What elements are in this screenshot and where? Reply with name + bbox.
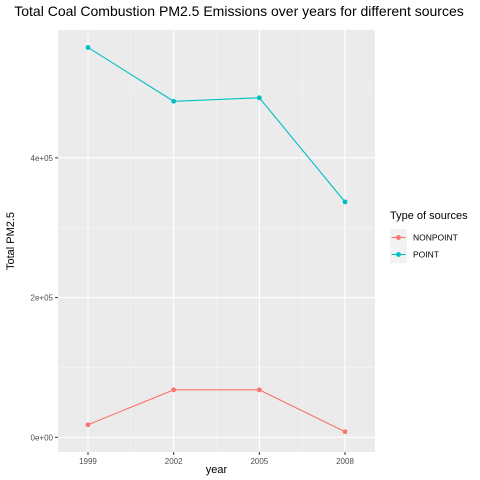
legend-key-point-point [396, 252, 401, 257]
x-tick-label: 2008 [336, 457, 354, 466]
legend-items: NONPOINT POINT [390, 229, 458, 263]
legend-key-point-nonpoint [396, 235, 401, 240]
x-tick-label: 2005 [250, 457, 268, 466]
data-point-nonpoint [85, 422, 91, 428]
x-axis-title: year [206, 464, 228, 476]
series-layer [85, 45, 348, 435]
legend-label-point: POINT [413, 250, 439, 260]
y-axis: 0e+00 2e+05 4e+05 [31, 154, 58, 442]
y-axis-title: Total PM2.5 [5, 212, 17, 270]
grid-minor [58, 30, 375, 452]
data-point-nonpoint [256, 387, 262, 393]
y-tick-label: 4e+05 [31, 154, 54, 163]
legend: Type of sources NONPOINT POINT [390, 210, 468, 263]
chart-title: Total Coal Combustion PM2.5 Emissions ov… [14, 3, 464, 19]
x-tick-label: 1999 [79, 457, 97, 466]
series-line-point [87, 47, 346, 203]
data-point-nonpoint [171, 387, 177, 393]
y-tick-label: 2e+05 [31, 294, 54, 303]
data-point-point [342, 199, 348, 205]
data-point-point [171, 98, 177, 104]
x-axis: 1999 2002 2005 2008 [79, 452, 354, 466]
y-tick-label: 0e+00 [31, 433, 54, 442]
data-point-point [256, 95, 262, 101]
x-tick-label: 2002 [165, 457, 183, 466]
legend-label-nonpoint: NONPOINT [413, 233, 458, 243]
legend-title: Type of sources [390, 210, 468, 222]
data-point-point [85, 45, 91, 50]
series-line-nonpoint [87, 389, 346, 433]
data-point-nonpoint [342, 429, 348, 435]
